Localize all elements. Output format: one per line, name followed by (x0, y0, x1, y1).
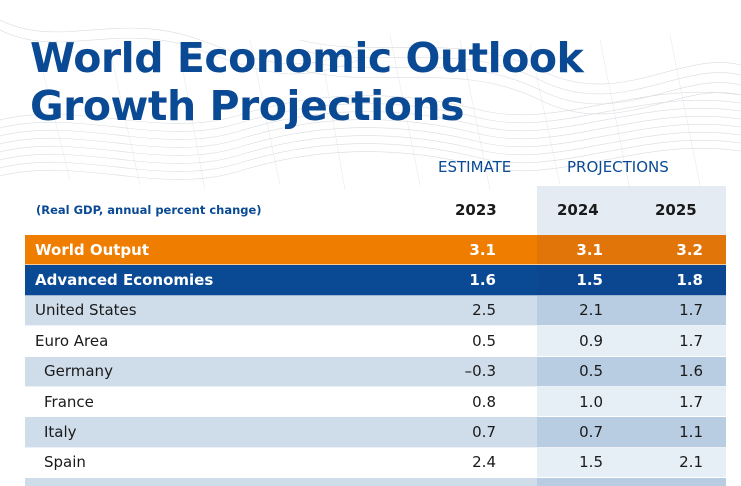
value-2024: 1.5 (576, 271, 603, 290)
title-line-2: Growth Projections (30, 82, 465, 130)
value-2023: 2.5 (472, 301, 496, 320)
value-2023: –0.3 (464, 362, 496, 381)
value-2025: 1.7 (679, 301, 703, 320)
row-label: United States (35, 301, 137, 320)
row-label: World Output (35, 240, 150, 259)
value-2024: 1.0 (579, 392, 603, 411)
value-2025: 1.7 (679, 392, 703, 411)
table-row-germany: Germany –0.3 0.5 1.6 (25, 356, 726, 387)
value-2023: 0.5 (472, 331, 496, 350)
row-label: Euro Area (35, 331, 109, 350)
row-label: France (44, 392, 94, 411)
value-2024: 0.9 (579, 331, 603, 350)
value-2024: 1.5 (579, 453, 603, 472)
row-label: Spain (44, 453, 86, 472)
year-2023: 2023 (455, 201, 497, 219)
table-row-advanced-economies: Advanced Economies 1.6 1.5 1.8 (25, 265, 726, 296)
table-row-world-output: World Output 3.1 3.1 3.2 (25, 235, 726, 266)
value-2025: 2.1 (679, 453, 703, 472)
table-row-france: France 0.8 1.0 1.7 (25, 386, 726, 418)
year-2024: 2024 (557, 201, 599, 219)
value-2024: 0.5 (579, 362, 603, 381)
page-title: World Economic Outlook Growth Projection… (30, 34, 584, 130)
table-row-italy: Italy 0.7 0.7 1.1 (25, 417, 726, 448)
projections-header: PROJECTIONS (567, 158, 669, 176)
value-2025: 1.8 (676, 271, 703, 290)
value-2025: 1.7 (679, 331, 703, 350)
value-2023: 1.6 (469, 271, 496, 290)
title-line-1: World Economic Outlook (30, 34, 584, 82)
table-row-spain: Spain 2.4 1.5 2.1 (25, 447, 726, 479)
value-2024: 3.1 (576, 240, 603, 259)
growth-table: World Output 3.1 3.1 3.2 Advanced Econom… (25, 235, 726, 479)
row-label: Advanced Economies (35, 271, 214, 290)
value-2023: 2.4 (472, 453, 496, 472)
row-label: Germany (44, 362, 113, 381)
value-2025: 1.1 (679, 423, 703, 442)
value-2023: 3.1 (469, 240, 496, 259)
value-2025: 1.6 (679, 362, 703, 381)
row-label: Italy (44, 423, 77, 442)
table-row-united-states: United States 2.5 2.1 1.7 (25, 295, 726, 327)
value-2024: 0.7 (579, 423, 603, 442)
table-row-partial (25, 478, 726, 486)
value-2024: 2.1 (579, 301, 603, 320)
table-subtitle: (Real GDP, annual percent change) (36, 203, 262, 217)
value-2023: 0.8 (472, 392, 496, 411)
wave-background-pattern (0, 19, 741, 191)
year-2025: 2025 (655, 201, 697, 219)
estimate-header: ESTIMATE (438, 158, 512, 176)
value-2025: 3.2 (676, 240, 703, 259)
value-2023: 0.7 (472, 423, 496, 442)
table-row-euro-area: Euro Area 0.5 0.9 1.7 (25, 326, 726, 357)
